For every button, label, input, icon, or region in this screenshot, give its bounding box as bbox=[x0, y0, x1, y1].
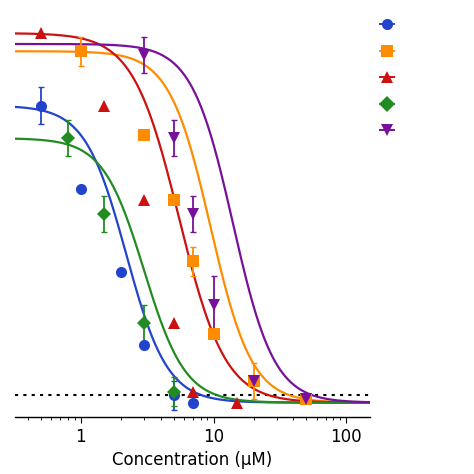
X-axis label: Concentration (μM): Concentration (μM) bbox=[112, 451, 273, 469]
Legend: , , , , : , , , , bbox=[380, 18, 398, 138]
